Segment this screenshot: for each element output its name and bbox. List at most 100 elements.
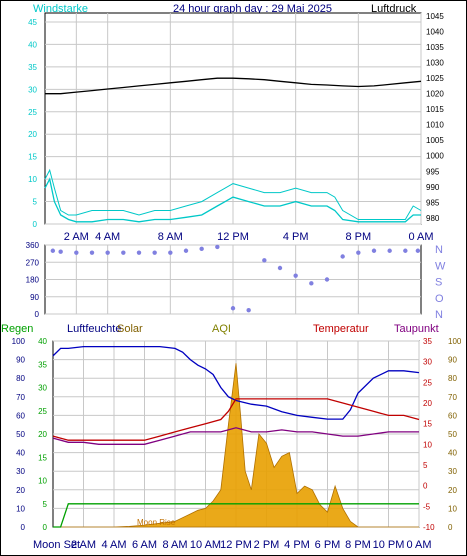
- direction-point: [215, 244, 220, 250]
- pressure-tick-label: 1020: [426, 90, 444, 99]
- rain-tick-label: 20: [38, 430, 47, 439]
- rain-tick-label: 25: [38, 407, 47, 416]
- aqi-axis-label: AQI: [212, 323, 231, 335]
- x-tick-label: 6 AM: [132, 539, 157, 551]
- direction-point: [293, 273, 298, 278]
- series-line-windstarke: [44, 177, 421, 223]
- wind-pressure-series: [44, 77, 422, 223]
- wind-pressure-panel: Windstarke 24 hour graph day : 29 Mai 20…: [28, 3, 444, 243]
- direction-point: [324, 277, 330, 282]
- x-tick-label: 2 PM: [254, 539, 280, 551]
- direction-point: [74, 250, 79, 255]
- moon-set-label: Moon Set: [33, 539, 80, 551]
- humidity-tick-label: 100: [12, 337, 26, 346]
- direction-point: [105, 250, 110, 255]
- humidity-tick-label: 20: [16, 486, 25, 495]
- wind-axis-label: Windstarke: [33, 3, 88, 15]
- direction-tick-label: 360: [26, 241, 40, 250]
- direction-point: [415, 248, 421, 253]
- x-tick-label: 4 AM: [95, 231, 120, 243]
- temperature-tick-label: 25: [423, 378, 432, 387]
- climate-x-ticks: 2 AM 4 AM 6 AM 8 AM 10 AM 12 PM 2 PM 4 PM 6 PM 8 …: [71, 539, 432, 551]
- direction-tick-label: 270: [26, 258, 40, 267]
- direction-point: [152, 250, 157, 255]
- direction-point: [309, 281, 314, 286]
- pressure-tick-label: 1010: [426, 121, 444, 130]
- compass-label: W: [435, 260, 446, 272]
- direction-point: [340, 254, 345, 259]
- temperature-tick-label: 20: [423, 399, 432, 408]
- rain-ticks: 40 35 30 25 20 15 10 5 0: [38, 337, 47, 532]
- humidity-tick-label: 40: [16, 449, 25, 458]
- wind-tick-label: 5: [33, 198, 38, 207]
- x-tick-label: 8 AM: [158, 231, 183, 243]
- rain-tick-label: 5: [43, 500, 48, 509]
- wind-tick-label: 10: [28, 175, 37, 184]
- direction-point: [356, 250, 361, 255]
- wind-tick-label: 20: [28, 130, 37, 139]
- solar-tick-label: 10: [448, 504, 457, 513]
- direction-ticks: 360 270 180 90 0: [26, 241, 40, 319]
- compass-label: N: [435, 244, 443, 256]
- temperature-ticks: 35 30 25 20 15 10 5 0 -5 -10: [423, 337, 435, 532]
- solar-tick-label: 60: [448, 411, 457, 420]
- humidity-tick-label: 70: [16, 393, 25, 402]
- dewpoint-axis-label: Taupunkt: [394, 323, 439, 335]
- rain-tick-label: 15: [38, 453, 47, 462]
- wind-tick-label: 40: [28, 40, 37, 49]
- pressure-tick-label: 980: [426, 214, 440, 223]
- rain-tick-label: 10: [38, 477, 47, 486]
- direction-tick-label: 90: [30, 293, 39, 302]
- series-line-taupunkt: [52, 427, 419, 445]
- climate-panel: Regen Luftfeuchte Solar AQI Temperatur T…: [1, 323, 462, 551]
- pressure-ticks: 1045 1040 1035 1030 1025 1020 1015 1010 1005 1000…: [426, 12, 444, 223]
- temperature-tick-label: 0: [423, 482, 428, 491]
- x-tick-label: 4 PM: [283, 231, 309, 243]
- direction-point: [89, 250, 95, 255]
- direction-point: [183, 248, 189, 253]
- x-tick-label: 0 AM: [406, 539, 431, 551]
- temperature-tick-label: 10: [423, 440, 432, 449]
- solar-axis-label: Solar: [117, 323, 143, 335]
- x-tick-label: 8 AM: [162, 539, 187, 551]
- series-line-luftfeuchte: [52, 345, 420, 420]
- wind-tick-label: 35: [28, 63, 37, 72]
- x-tick-label: 4 AM: [101, 539, 126, 551]
- solar-tick-label: 40: [448, 449, 457, 458]
- x-tick-label: 12 PM: [220, 539, 252, 551]
- solar-tick-label: 70: [448, 393, 457, 402]
- x-tick-label: 8 PM: [345, 231, 371, 243]
- rain-tick-label: 30: [38, 384, 47, 393]
- chart-title: 24 hour graph day : 29 Mai 2025: [173, 3, 332, 15]
- direction-point: [230, 306, 236, 311]
- rain-tick-label: 0: [43, 523, 48, 532]
- pressure-axis-label: Luftdruck: [371, 3, 417, 15]
- series-line-regen: [53, 503, 419, 528]
- pressure-tick-label: 990: [426, 183, 440, 192]
- pressure-tick-label: 1005: [426, 136, 444, 145]
- humidity-tick-label: 90: [16, 356, 25, 365]
- pressure-tick-label: 1025: [426, 74, 444, 83]
- climate-series: [52, 345, 420, 528]
- series-line-temperatur: [52, 398, 420, 441]
- solar-tick-label: 30: [448, 467, 457, 476]
- rain-tick-label: 40: [38, 337, 47, 346]
- rain-axis-label: Regen: [1, 323, 33, 335]
- direction-point: [277, 265, 283, 271]
- series-area-solar: [53, 363, 419, 528]
- humidity-tick-label: 60: [16, 411, 25, 420]
- compass-label: N: [435, 309, 443, 321]
- humidity-tick-label: 30: [16, 467, 25, 476]
- wind-x-ticks: 2 AM 4 AM 8 AM 12 PM 4 PM 8 PM 0 AM: [64, 231, 434, 243]
- humidity-tick-label: 10: [16, 504, 25, 513]
- solar-tick-label: 100: [448, 337, 462, 346]
- compass-label: S: [435, 277, 442, 289]
- pressure-tick-label: 1015: [426, 105, 444, 114]
- direction-point: [199, 246, 204, 252]
- humidity-tick-label: 0: [21, 523, 26, 532]
- compass-label: O: [435, 293, 444, 305]
